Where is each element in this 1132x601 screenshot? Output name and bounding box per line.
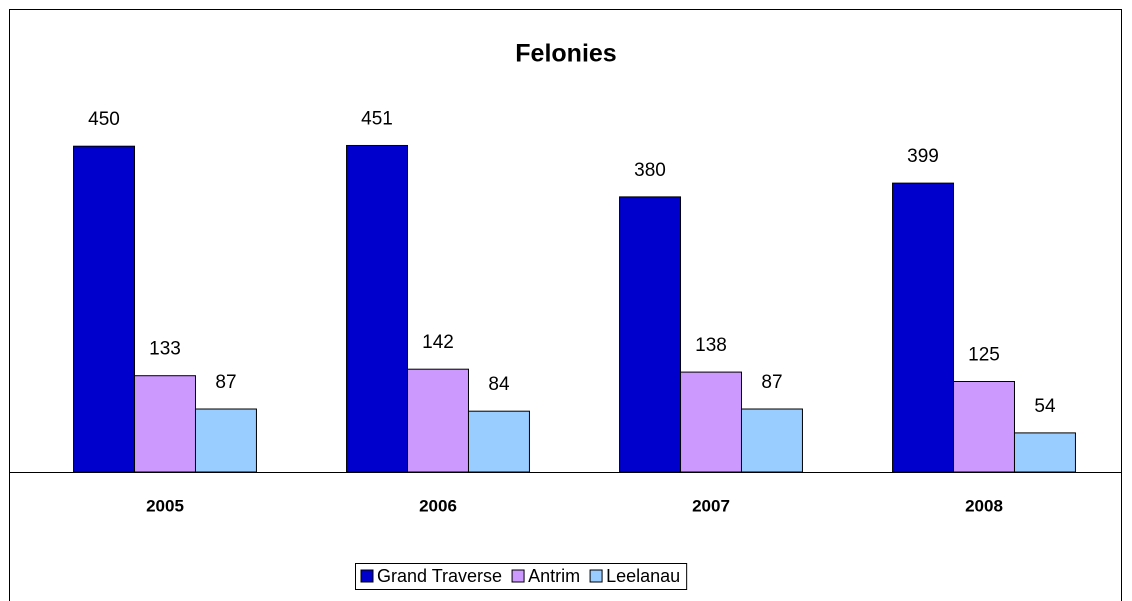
data-label: 138 [695,335,727,356]
bar [467,410,530,473]
data-label: 87 [761,372,782,393]
x-tick-label: 2008 [965,496,1003,515]
chart-title: Felonies [515,40,616,68]
bar [1013,432,1076,473]
data-label: 380 [634,160,666,181]
data-label: 133 [149,339,181,360]
chart-border [9,9,1122,601]
bar [73,145,136,473]
data-label: 451 [361,108,393,129]
bar [740,408,803,473]
bar [892,182,955,473]
bar [619,196,682,473]
bar [953,381,1015,473]
data-label: 125 [968,345,1000,366]
legend-swatch [589,569,603,583]
bar [194,408,257,473]
legend-label: Leelanau [606,566,680,586]
bar [680,371,742,473]
legend-swatch [360,569,374,583]
bar [134,375,196,473]
x-tick-label: 2006 [419,496,457,515]
data-label: 87 [215,372,236,393]
bar [407,368,469,473]
data-label: 399 [907,146,939,167]
x-tick-label: 2005 [146,496,184,515]
data-label: 450 [88,109,120,130]
data-label: 142 [422,332,454,353]
x-tick-label: 2007 [692,496,730,515]
bar [346,144,409,473]
legend-label: Grand Traverse [377,566,502,586]
legend-label: Antrim [528,566,580,586]
data-label: 84 [488,374,510,395]
legend-swatch [511,569,525,583]
data-label: 54 [1034,396,1056,417]
